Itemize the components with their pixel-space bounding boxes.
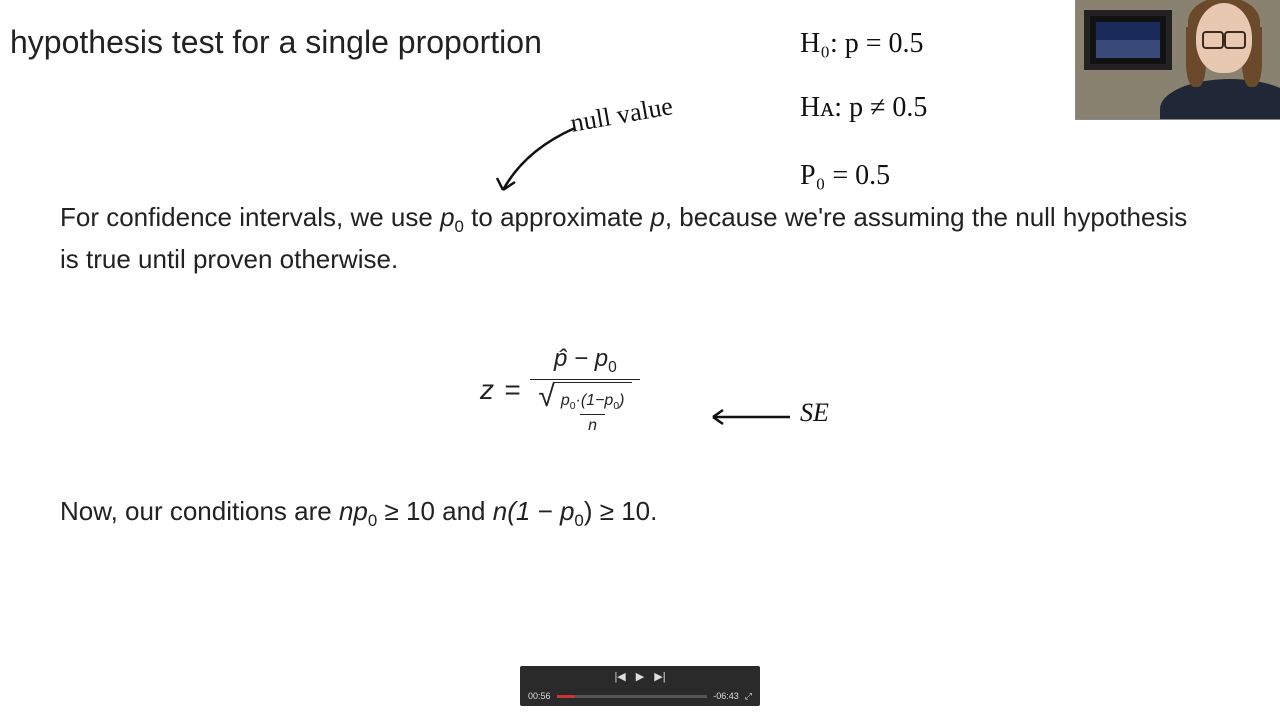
p2-c2a: n(1 − p [493, 496, 575, 526]
formula-eq: = [504, 374, 520, 406]
webcam-overlay [1075, 0, 1280, 120]
handwriting-se: SE [800, 398, 829, 428]
p2-c1b: ≥ 10 [377, 496, 435, 526]
handwriting-h0: H₀: p = 0.5 [800, 28, 924, 60]
handwriting-ha: Hᴀ: p ≠ 0.5 [800, 92, 927, 124]
paragraph-1: For confidence intervals, we use p0 to a… [60, 198, 1200, 279]
fullscreen-button[interactable]: ⤢ [745, 691, 752, 702]
p1-var-p: p [650, 202, 664, 232]
video-player-controls[interactable]: |◀ ▶ ▶| 00:56 -06:43 ⤢ [520, 666, 760, 706]
time-elapsed: 00:56 [528, 691, 551, 701]
formula-fraction: p̂ − p0 p0·(1−p0) n [530, 345, 640, 435]
arrow-null-value [495, 120, 585, 200]
p2-c1sub: 0 [368, 511, 377, 530]
slide-title: hypothesis test for a single proportion [10, 24, 542, 61]
prev-button[interactable]: |◀ [614, 670, 625, 683]
p2-c2b: ) ≥ 10. [584, 496, 658, 526]
inner-fraction: p0·(1−p0) n [553, 392, 633, 435]
next-button[interactable]: ▶| [654, 670, 665, 683]
paragraph-2: Now, our conditions are np0 ≥ 10 and n(1… [60, 492, 960, 534]
arrow-se [705, 405, 795, 435]
p1-text: For confidence intervals, we use [60, 202, 440, 232]
inner-den: n [580, 414, 605, 435]
num-text: p̂ − p [554, 345, 608, 372]
inner-num: p0·(1−p0) [553, 392, 633, 414]
seek-bar[interactable] [557, 695, 708, 698]
inner-mid: ·(1−p [576, 392, 614, 409]
picture-frame [1084, 10, 1172, 70]
formula-lhs: z [480, 374, 494, 406]
p1-sub-0: 0 [455, 217, 464, 236]
num-sub: 0 [608, 359, 617, 376]
time-remaining: -06:43 [713, 691, 739, 701]
p1-text-mid: to approximate [464, 202, 650, 232]
inner-close: ) [619, 392, 624, 409]
inner-p01: p [561, 392, 570, 409]
p2-pre: Now, our conditions are [60, 496, 339, 526]
p2-c2sub: 0 [574, 511, 583, 530]
handwriting-p0: P₀ = 0.5 [800, 160, 890, 192]
p1-var-p0: p [440, 202, 454, 232]
formula-numerator: p̂ − p0 [546, 345, 625, 379]
p2-c1a: np [339, 496, 368, 526]
sqrt: p0·(1−p0) n [538, 382, 632, 435]
z-formula: z = p̂ − p0 p0·(1−p0) n [480, 345, 640, 435]
play-button[interactable]: ▶ [636, 670, 644, 683]
p2-and: and [435, 496, 493, 526]
formula-denominator: p0·(1−p0) n [530, 379, 640, 435]
presenter [1160, 0, 1280, 120]
